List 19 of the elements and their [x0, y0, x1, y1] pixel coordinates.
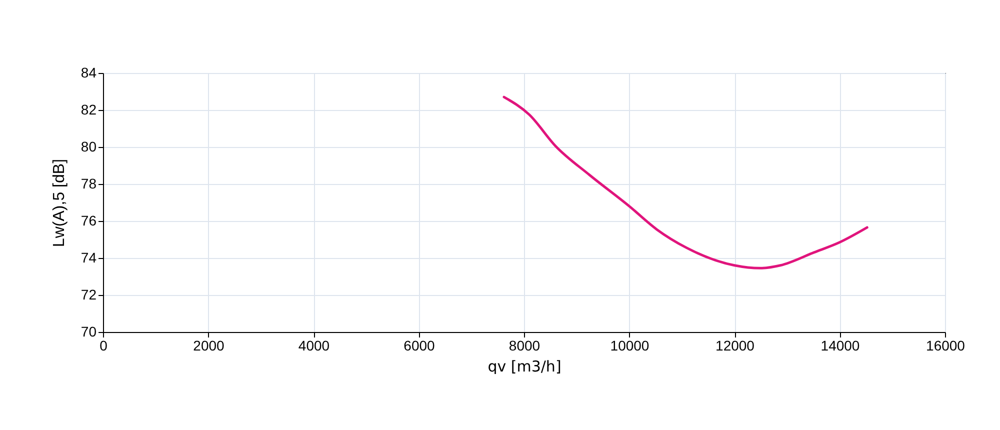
x-tick-label: 10000	[610, 338, 650, 354]
y-tick-label: 76	[80, 212, 97, 228]
y-tick-label: 78	[80, 176, 97, 192]
x-tick-label: 16000	[926, 338, 966, 354]
y-axis-title: Lw(A),5 [dB]	[50, 158, 68, 248]
x-tick-label: 12000	[716, 338, 755, 354]
y-tick-label: 72	[80, 286, 97, 302]
line-series	[502, 96, 868, 270]
y-tick-label: 80	[80, 138, 97, 154]
x-tick-label: 14000	[820, 338, 860, 354]
x-tick-label: 2000	[193, 338, 225, 354]
y-tick-label: 70	[80, 324, 97, 340]
y-tick-label: 74	[80, 250, 97, 266]
x-tick-label: 8000	[508, 338, 540, 354]
x-tick-label: 6000	[404, 338, 436, 354]
y-tick-label: 82	[80, 102, 97, 118]
y-tick-label: 84	[80, 64, 97, 80]
x-tick-label: 4000	[298, 338, 330, 354]
x-tick-label: 0	[100, 338, 108, 354]
